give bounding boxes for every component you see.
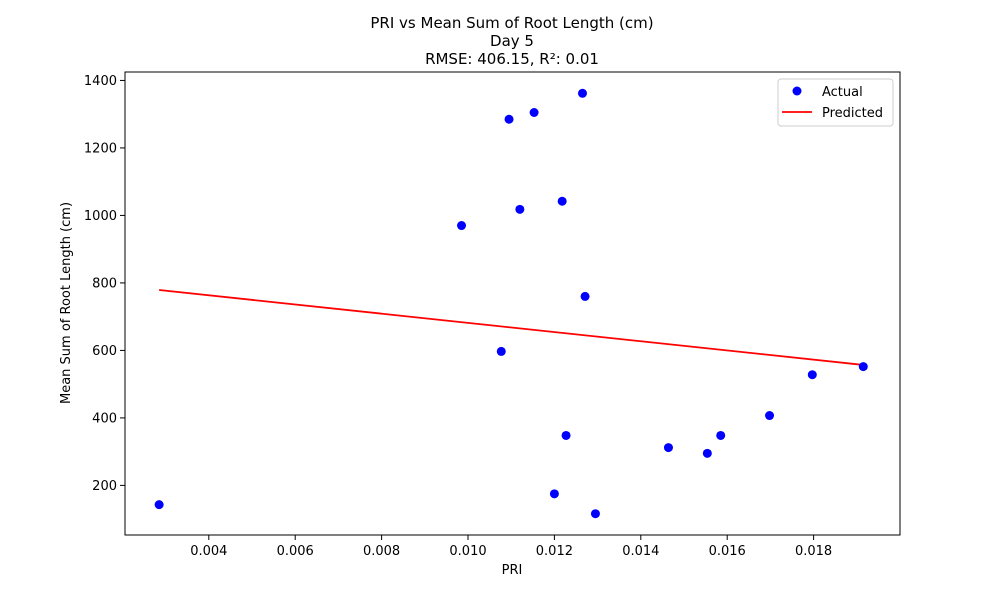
actual-point	[457, 221, 467, 231]
x-tick-label: 0.008	[363, 544, 400, 559]
legend: Actual Predicted	[777, 78, 894, 127]
actual-point	[590, 509, 600, 519]
legend-actual-label: Actual	[822, 85, 863, 100]
x-tick-label: 0.014	[622, 544, 659, 559]
actual-point	[561, 430, 571, 440]
actual-point	[549, 489, 559, 499]
chart-title-line-2: Day 5	[490, 32, 534, 50]
x-tick-label: 0.010	[449, 544, 486, 559]
y-tick-label: 600	[92, 344, 117, 359]
x-tick-label: 0.006	[277, 544, 314, 559]
chart-title-line-1: PRI vs Mean Sum of Root Length (cm)	[370, 14, 653, 32]
chart-title-line-3: RMSE: 406.15, R²: 0.01	[425, 50, 599, 68]
y-tick-label: 800	[92, 276, 117, 291]
actual-point	[663, 443, 673, 453]
predicted-line	[159, 289, 864, 366]
series-layer	[154, 88, 868, 519]
actual-point	[577, 88, 587, 98]
x-axis-ticks: 0.004 0.006 0.008 0.010 0.012 0.014 0.016 0.018	[190, 535, 832, 559]
y-tick-label: 1000	[84, 209, 117, 224]
y-tick-label: 1400	[84, 74, 117, 89]
actual-point	[807, 370, 817, 380]
y-axis-label: Mean Sum of Root Length (cm)	[59, 202, 74, 404]
actual-point	[716, 430, 726, 440]
x-tick-label: 0.004	[190, 544, 227, 559]
actual-point	[154, 500, 164, 510]
actual-point	[858, 362, 868, 372]
actual-point	[496, 346, 506, 356]
actual-point	[580, 291, 590, 301]
x-tick-label: 0.016	[709, 544, 746, 559]
actual-point	[702, 448, 712, 458]
plot-area	[124, 71, 901, 536]
actual-point	[515, 204, 525, 214]
actual-point	[557, 196, 567, 206]
legend-box	[777, 78, 894, 127]
x-axis-label: PRI	[502, 563, 523, 578]
y-tick-label: 1200	[84, 141, 117, 156]
x-tick-label: 0.018	[795, 544, 832, 559]
actual-point	[504, 114, 514, 124]
legend-predicted-label: Predicted	[822, 106, 883, 121]
axes-frame	[124, 71, 901, 536]
y-axis-ticks: 200 400 600 800 1000 1200 1400	[84, 74, 125, 494]
actual-point	[765, 411, 775, 421]
legend-actual-marker	[792, 86, 802, 96]
x-tick-label: 0.012	[536, 544, 573, 559]
y-tick-label: 400	[92, 411, 117, 426]
y-tick-label: 200	[92, 479, 117, 494]
actual-point	[529, 107, 539, 117]
